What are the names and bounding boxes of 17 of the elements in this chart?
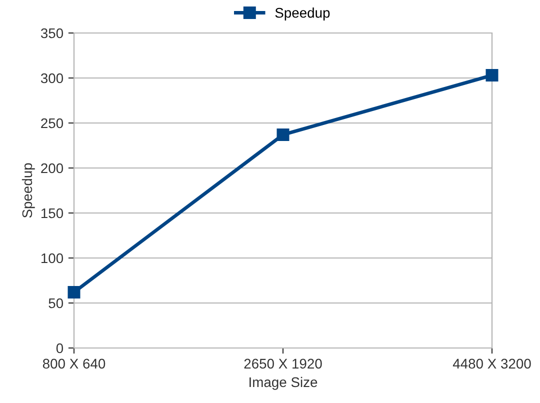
legend-label: Speedup xyxy=(275,8,330,20)
point xyxy=(486,69,498,82)
y-axis-title: Speedup xyxy=(22,163,35,218)
x-tick-label: 4480 X 3200 xyxy=(452,358,531,369)
y-tick-label: 50 xyxy=(48,298,64,308)
x-axis-title: Image Size xyxy=(250,376,318,390)
point xyxy=(68,286,80,298)
y-tick-label: 0 xyxy=(56,343,64,354)
point xyxy=(276,128,290,141)
y-tick-label: 250 xyxy=(41,118,64,128)
y-tick-label: 200 xyxy=(41,163,64,174)
y-tick-label: 150 xyxy=(41,208,64,218)
x-tick-label: 2650 X 1920 xyxy=(244,358,322,369)
y-tick-label: 300 xyxy=(40,73,64,84)
x-tick-label: 800 X 640 xyxy=(42,358,106,369)
y-tick-label: 100 xyxy=(41,253,64,264)
y-tick-label: 350 xyxy=(40,28,64,38)
